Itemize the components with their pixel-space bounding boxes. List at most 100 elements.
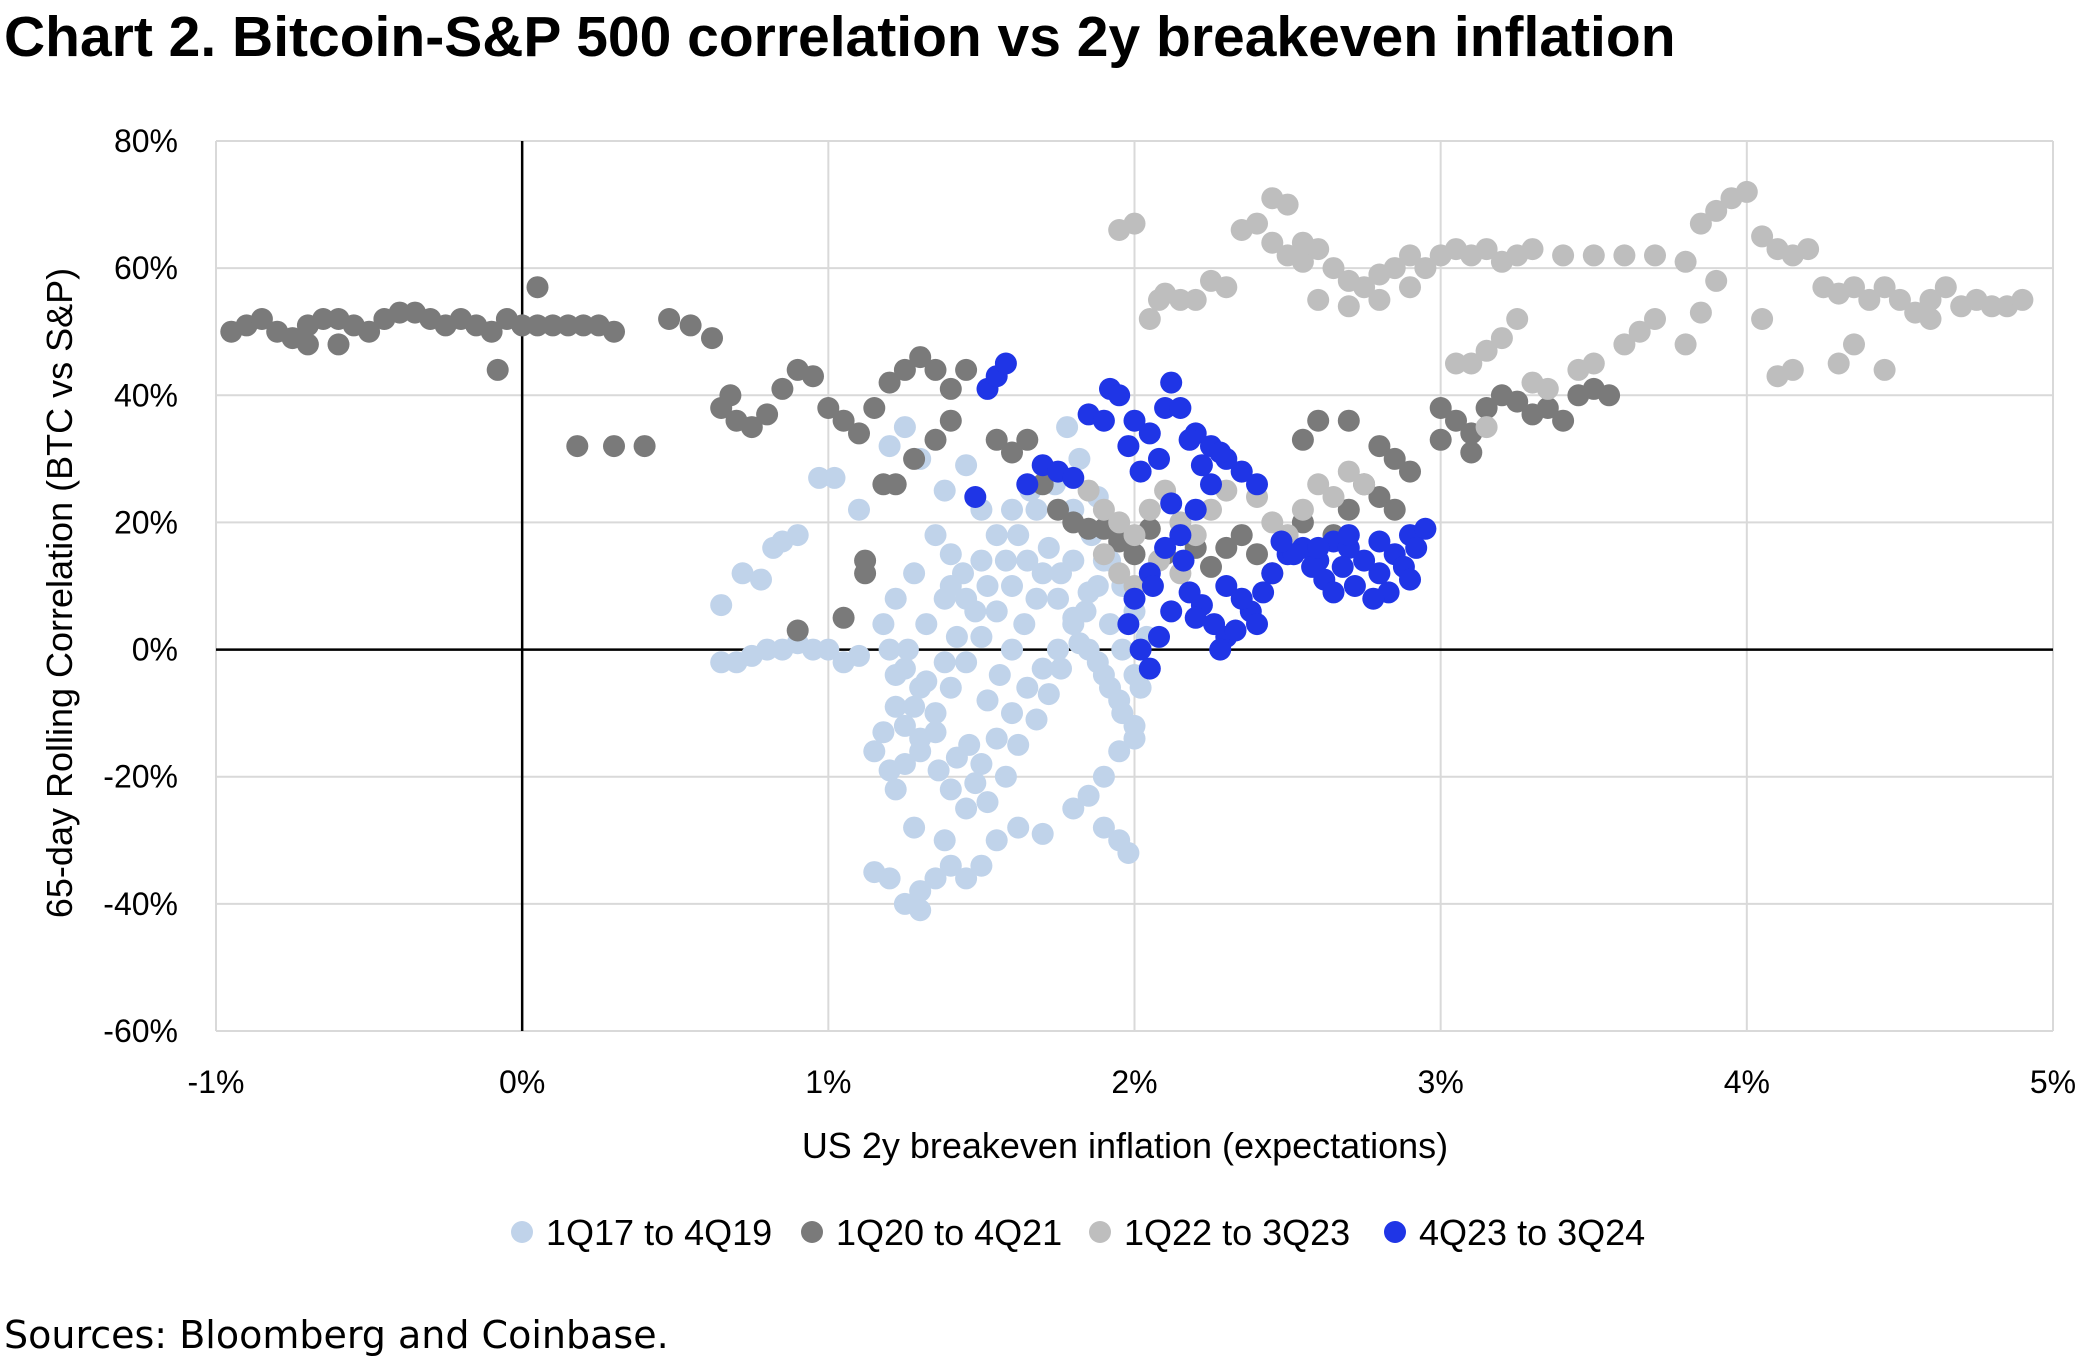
- data-point: [1246, 613, 1268, 636]
- data-point: [1383, 257, 1406, 280]
- data-point: [1689, 301, 1712, 324]
- data-point: [1200, 498, 1222, 521]
- data-point: [927, 759, 950, 782]
- data-point: [884, 587, 907, 610]
- data-point: [958, 733, 981, 756]
- data-point: [1111, 702, 1134, 725]
- data-point: [823, 466, 846, 489]
- data-point: [1368, 435, 1391, 458]
- data-point: [985, 829, 1008, 852]
- data-point: [1705, 269, 1728, 292]
- data-point: [1337, 295, 1360, 318]
- data-point: [1246, 473, 1268, 496]
- data-point: [1506, 390, 1529, 413]
- data-point: [1123, 409, 1146, 432]
- data-point: [1751, 308, 1774, 330]
- data-point: [1172, 549, 1195, 572]
- data-point: [658, 308, 681, 330]
- data-point: [863, 740, 886, 763]
- data-point: [1521, 238, 1544, 261]
- y-tick-label: -20%: [103, 759, 178, 795]
- data-point: [872, 473, 895, 496]
- data-point: [1460, 441, 1483, 464]
- x-tick-label: 5%: [2030, 1064, 2076, 1100]
- data-point: [903, 562, 926, 585]
- data-point: [1215, 575, 1238, 597]
- data-point: [1353, 549, 1376, 572]
- data-point: [1475, 238, 1498, 261]
- data-point: [566, 435, 589, 458]
- data-point: [1123, 543, 1146, 566]
- data-point: [1460, 352, 1483, 375]
- data-point: [1086, 575, 1109, 597]
- data-point: [817, 397, 840, 419]
- data-point: [1230, 460, 1253, 483]
- data-point: [1209, 441, 1232, 464]
- data-point: [1215, 276, 1238, 299]
- data-point: [771, 377, 794, 400]
- x-tick-label: 4%: [1724, 1064, 1770, 1100]
- data-point: [970, 549, 993, 572]
- data-point: [893, 714, 916, 737]
- data-point: [1445, 409, 1467, 432]
- data-point: [1429, 397, 1452, 419]
- data-point: [1007, 733, 1030, 756]
- data-point: [985, 600, 1008, 623]
- data-point: [1888, 288, 1911, 311]
- data-point: [1337, 498, 1360, 521]
- data-point: [1077, 517, 1100, 540]
- data-point: [1613, 244, 1636, 267]
- scatter-chart: -60% -40% -20% 0% 20% 40% 60% 80% -1% 0% 1% 2% 3% 4% 5…: [39, 123, 2076, 1253]
- data-point: [1224, 619, 1247, 642]
- data-point: [848, 422, 870, 445]
- data-point: [1399, 276, 1421, 299]
- data-point: [933, 829, 956, 852]
- data-point: [1169, 397, 1192, 419]
- data-point: [994, 765, 1017, 788]
- data-point: [1068, 447, 1091, 470]
- data-point: [1858, 288, 1881, 311]
- data-point: [1934, 276, 1957, 299]
- data-point: [1536, 397, 1559, 419]
- data-point: [750, 568, 772, 591]
- data-point: [1111, 638, 1134, 661]
- data-point: [1031, 473, 1054, 496]
- data-point: [1013, 613, 1036, 636]
- data-point: [1169, 524, 1192, 547]
- data-point: [1246, 543, 1268, 566]
- data-point: [1077, 784, 1100, 807]
- data-point: [1184, 524, 1207, 547]
- legend-marker: [801, 1221, 823, 1243]
- data-point: [1307, 473, 1330, 496]
- data-point: [1031, 822, 1054, 845]
- legend-marker: [1384, 1221, 1406, 1243]
- data-point: [976, 791, 999, 814]
- data-point: [1362, 587, 1385, 610]
- data-point: [1056, 416, 1079, 439]
- data-point: [1160, 371, 1183, 394]
- data-point: [1980, 295, 2003, 318]
- data-point: [863, 397, 886, 419]
- data-point: [1644, 308, 1666, 330]
- source-note: Sources: Bloomberg and Coinbase.: [4, 1313, 669, 1357]
- data-point: [893, 416, 916, 439]
- data-point: [872, 613, 895, 636]
- data-point: [1068, 632, 1091, 655]
- data-point: [1025, 587, 1048, 610]
- data-point: [939, 377, 962, 400]
- data-point: [1092, 409, 1115, 432]
- data-point: [1092, 765, 1115, 788]
- data-point: [1261, 511, 1284, 534]
- data-point: [1129, 460, 1152, 483]
- data-point: [1016, 473, 1039, 496]
- y-tick-label: 80%: [114, 123, 178, 159]
- y-axis-label: 65-day Rolling Correlation (BTC vs S&P): [39, 268, 80, 918]
- data-point: [1399, 244, 1421, 267]
- y-tick-label: -60%: [103, 1013, 178, 1049]
- data-point: [1368, 530, 1391, 553]
- data-point: [1429, 428, 1452, 451]
- data-point: [480, 320, 503, 343]
- data-point: [878, 638, 901, 661]
- data-point: [1552, 409, 1575, 432]
- data-point: [1414, 517, 1437, 540]
